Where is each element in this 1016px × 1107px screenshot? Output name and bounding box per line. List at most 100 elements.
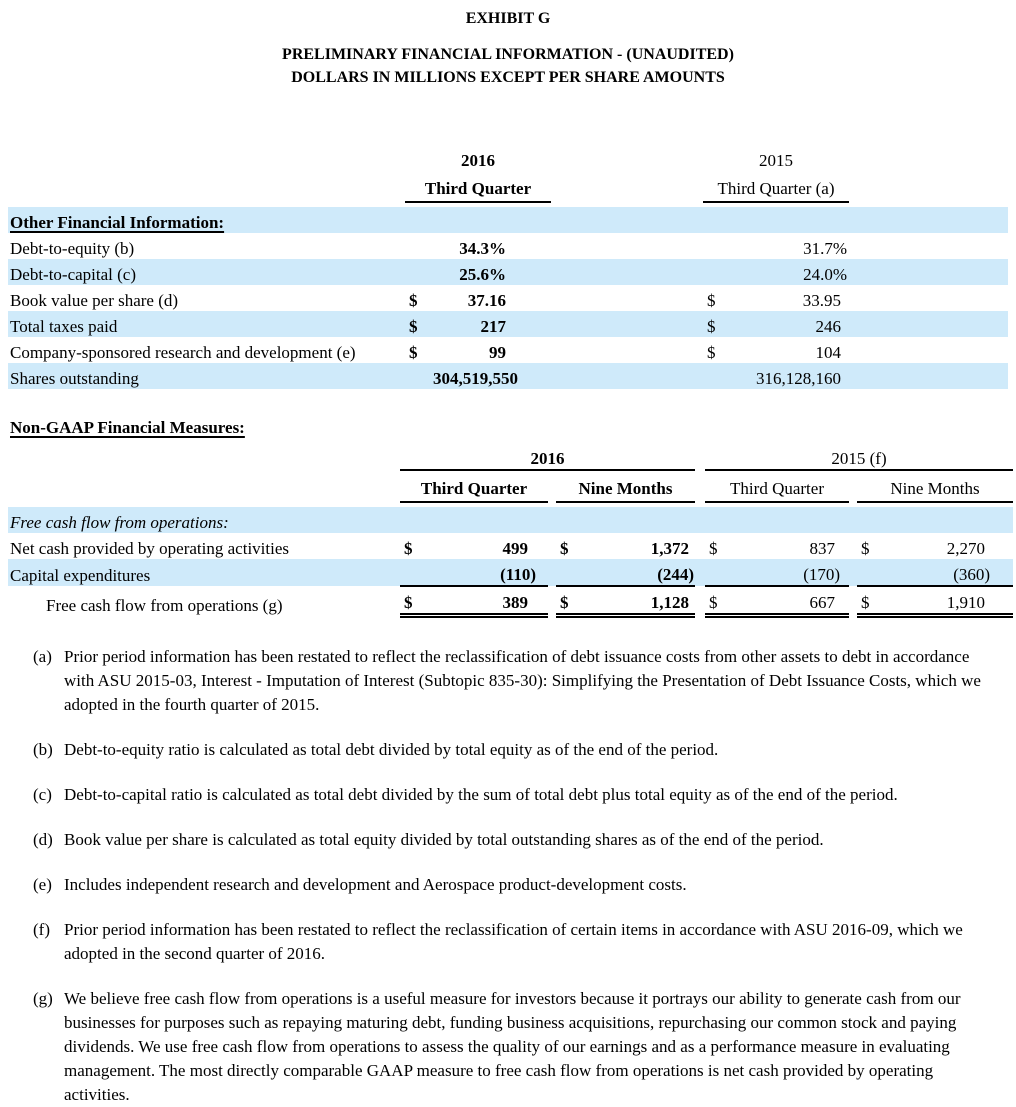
t2-col-2015-nine-months: Nine Months: [857, 470, 1014, 503]
row-label: Total taxes paid: [10, 317, 118, 336]
total-row-label: Free cash flow from operations (g): [46, 595, 283, 615]
t1-col-2015-third-quarter: Third Quarter (a): [703, 171, 849, 203]
value-2016-9m: (244): [584, 559, 696, 587]
dollar-sign: $: [707, 291, 716, 310]
currency-symbol: [703, 363, 731, 389]
footnote-g: (g) We believe free cash flow from opera…: [33, 987, 1008, 1107]
t2-col-2016-third-quarter: Third Quarter: [400, 470, 548, 503]
row-label: Debt-to-equity (b): [10, 239, 135, 258]
value-2016-q3: 499: [502, 539, 529, 558]
footnote-text: Debt-to-capital ratio is calculated as t…: [64, 785, 898, 804]
subtitle-line-1: PRELIMINARY FINANCIAL INFORMATION - (UNA…: [282, 46, 734, 63]
value-2015: 33.95: [802, 291, 841, 310]
footnote-a: (a) Prior period information has been re…: [33, 645, 1008, 717]
row-label: Debt-to-capital (c): [10, 265, 137, 284]
footnote-text: Book value per share is calculated as to…: [64, 830, 824, 849]
row-label: Net cash provided by operating activitie…: [10, 539, 289, 558]
t1-year-2016: 2016: [461, 151, 495, 170]
currency-symbol: [405, 363, 433, 389]
value-2015: 316,128,160: [756, 369, 841, 388]
footnote-text: Includes independent research and develo…: [64, 875, 687, 894]
footnote-e: (e) Includes independent research and de…: [33, 873, 1008, 897]
dollar-sign: $: [705, 586, 734, 618]
t1-year-header-row: 2016 2015: [8, 145, 1008, 171]
footnote-marker: (g): [33, 989, 53, 1008]
footnote-marker: (f): [33, 920, 50, 939]
total-2016-q3: 389: [428, 586, 548, 618]
t2-group-2016: 2016: [400, 445, 696, 471]
dollar-sign: $: [707, 317, 716, 336]
value-2015-q3: (170): [733, 559, 850, 587]
currency-symbol: [400, 559, 428, 587]
dollar-sign: $: [709, 539, 718, 558]
dollar-sign: $: [857, 586, 886, 618]
dollar-sign: $: [556, 586, 584, 618]
t2-period-header-row: Third Quarter Nine Months Third Quarter …: [8, 470, 1014, 503]
table-row: Company-sponsored research and developme…: [8, 337, 1008, 363]
non-gaap-measures-table: 2016 2015 (f) Third Quarter Nine Months …: [8, 445, 1014, 618]
value-2015: 104: [815, 343, 842, 362]
table-row: Shares outstanding 304,519,550 316,128,1…: [8, 363, 1008, 389]
t2-section-row: Free cash flow from operations:: [8, 507, 1014, 533]
t1-quarter-header-row: Third Quarter Third Quarter (a): [8, 171, 1008, 203]
table-row: Book value per share (d) $ 37.16 $ 33.95: [8, 285, 1008, 311]
table-row: Capital expenditures (110) (244) (170) (…: [8, 559, 1014, 587]
t2-col-2016-nine-months: Nine Months: [556, 470, 696, 503]
footnote-d: (d) Book value per share is calculated a…: [33, 828, 1008, 852]
value-2015-9m: 2,270: [946, 539, 986, 558]
value-2015-9m: (360): [885, 559, 1014, 587]
table-row: Debt-to-capital (c) 25.6% 24.0%: [8, 259, 1008, 285]
non-gaap-heading: Non-GAAP Financial Measures:: [10, 418, 245, 437]
exhibit-title: EXHIBIT G: [465, 10, 551, 27]
currency-symbol: [705, 559, 734, 587]
subtitle-line-2: DOLLARS IN MILLIONS EXCEPT PER SHARE AMO…: [291, 69, 725, 86]
table-row: Net cash provided by operating activitie…: [8, 533, 1013, 559]
footnote-c: (c) Debt-to-capital ratio is calculated …: [33, 783, 1008, 807]
t1-col-2016-third-quarter: Third Quarter: [405, 171, 551, 203]
value-2016: 34.3%: [459, 239, 506, 258]
value-2016-q3: (110): [428, 559, 548, 587]
footnote-text: Prior period information has been restat…: [64, 920, 963, 963]
t1-section-row: Other Financial Information:: [8, 207, 1008, 233]
value-2015: 31.7%: [803, 239, 847, 258]
dollar-sign: $: [400, 586, 428, 618]
currency-symbol: [703, 233, 731, 259]
value-2015: 24.0%: [803, 265, 847, 284]
t1-section-label: Other Financial Information:: [10, 213, 225, 232]
other-financial-information-table: 2016 2015 Third Quarter Third Quarter (a…: [8, 145, 1008, 389]
footnote-b: (b) Debt-to-equity ratio is calculated a…: [33, 738, 1008, 762]
row-label: Book value per share (d): [10, 291, 179, 310]
value-2016: 99: [489, 343, 506, 362]
t1-year-2015: 2015: [759, 151, 793, 170]
footnote-text: Prior period information has been restat…: [64, 647, 981, 714]
value-2016: 304,519,550: [433, 369, 518, 388]
currency-symbol: [556, 559, 584, 587]
currency-symbol: [703, 259, 731, 285]
footnote-marker: (a): [33, 647, 52, 666]
footnote-f: (f) Prior period information has been re…: [33, 918, 1008, 966]
footnote-marker: (b): [33, 740, 53, 759]
row-label: Capital expenditures: [10, 566, 151, 585]
dollar-sign: $: [707, 343, 716, 362]
row-label: Company-sponsored research and developme…: [10, 343, 356, 362]
currency-symbol: [405, 233, 433, 259]
footnote-marker: (d): [33, 830, 53, 849]
value-2015-q3: 837: [809, 539, 836, 558]
currency-symbol: [857, 559, 886, 587]
dollar-sign: $: [861, 539, 870, 558]
footnote-text: Debt-to-equity ratio is calculated as to…: [64, 740, 719, 759]
value-2015: 246: [815, 317, 842, 336]
t2-col-2015-third-quarter: Third Quarter: [705, 470, 850, 503]
t2-year-header-row: 2016 2015 (f): [8, 445, 1014, 471]
total-2015-9m: 1,910: [885, 586, 1014, 618]
footnote-text: We believe free cash flow from operation…: [64, 989, 961, 1104]
t2-group-2015: 2015 (f): [705, 445, 1014, 471]
footnote-marker: (c): [33, 785, 52, 804]
row-label: Shares outstanding: [10, 369, 139, 388]
currency-symbol: [405, 259, 433, 285]
footnotes-section: (a) Prior period information has been re…: [8, 645, 1008, 1107]
value-2016-9m: 1,372: [650, 539, 690, 558]
total-2015-q3: 667: [733, 586, 850, 618]
document-subtitle: PRELIMINARY FINANCIAL INFORMATION - (UNA…: [8, 43, 1008, 89]
